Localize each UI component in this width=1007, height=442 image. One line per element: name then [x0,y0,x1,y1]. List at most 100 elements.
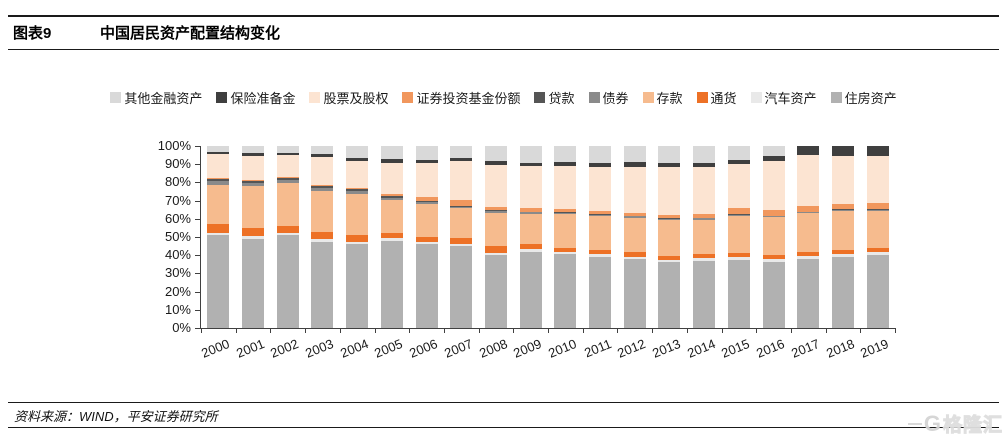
bar-segment-2001 [242,186,265,229]
x-axis-tick [686,328,688,333]
y-axis-label: 0% [172,320,191,335]
legend-label: 其他金融资产 [124,91,203,106]
x-axis-label: 2014 [684,336,718,361]
bar-segment-2006 [415,236,438,243]
bar-segment-2001 [242,238,265,328]
legend-label: 住房资产 [844,91,897,106]
legend-item: 债券 [588,88,629,107]
bar-segment-2003 [311,146,334,155]
bar-segment-2000 [207,224,230,233]
bar-segment-2009 [519,163,542,167]
bar-segment-2000 [207,146,230,152]
legend-item: 其他金融资产 [110,88,202,107]
legend-item: 保险准备金 [216,88,295,107]
y-axis-tick [195,164,201,166]
x-axis-tick [825,328,827,333]
bar-segment-2014 [693,219,716,255]
legend-swatch [642,92,654,103]
bar-segment-2003 [311,185,334,186]
bar-segment-2006 [415,204,438,237]
bar-segment-2016 [762,146,785,157]
bar-segment-2010 [554,214,577,248]
bar-segment-2012 [623,217,646,253]
legend-label: 贷款 [548,91,575,106]
x-axis-label: 2000 [199,336,232,361]
legend-item: 存款 [642,88,683,107]
bar-segment-2000 [207,235,230,328]
bar-segment-2002 [276,177,299,180]
x-axis-label: 2003 [303,336,336,361]
y-axis-label: 70% [164,192,191,208]
y-axis-label: 50% [164,229,191,244]
x-axis-tick [513,328,515,333]
legend-label: 证券投资基金份额 [416,91,521,106]
bar-2012 [623,146,646,328]
bar-segment-2016 [762,215,785,217]
legend-swatch [696,92,708,103]
bar-segment-2009 [519,146,542,164]
bar-segment-2019 [866,146,889,157]
legend-item: 汽车资产 [750,88,817,107]
bar-segment-2006 [415,242,438,245]
bar-segment-2000 [207,151,230,154]
bar-segment-2014 [693,163,716,167]
bar-segment-2011 [589,211,612,215]
x-axis-tick [582,328,584,333]
bar-segment-2007 [450,207,473,209]
bar-segment-2016 [762,156,785,161]
x-axis-label: 2015 [719,336,753,361]
y-axis-label: 30% [164,265,191,281]
x-axis-label: 2019 [858,336,891,361]
bar-segment-2010 [554,209,577,213]
bar-segment-2013 [658,215,681,219]
bar-segment-2010 [554,254,577,328]
bar-segment-2003 [311,231,334,240]
bar-segment-2015 [727,253,750,258]
bar-segment-2015 [727,214,750,216]
bar-segment-2010 [554,212,577,215]
bar-segment-2005 [380,162,403,194]
bar-segment-2006 [415,201,438,203]
bar-segment-2003 [311,241,334,328]
bar-segment-2018 [831,254,854,258]
bar-segment-2010 [554,146,577,162]
x-axis-label: 2008 [476,336,510,361]
bar-segment-2011 [589,257,612,328]
bar-segment-2006 [415,159,438,164]
legend-swatch [534,92,546,103]
bar-segment-2005 [380,233,403,239]
legend-label: 通货 [710,91,737,106]
x-axis-label: 2005 [372,336,406,361]
x-axis-tick [617,328,619,333]
bar-segment-2011 [589,249,612,255]
bar-2008 [484,146,507,328]
bar-segment-2011 [589,215,612,250]
bar-segment-2008 [484,212,507,247]
bar-segment-2007 [450,208,473,239]
x-axis-label: 2007 [442,336,475,361]
bar-segment-2008 [484,161,507,165]
bar-segment-2001 [242,180,265,184]
bar-segment-2001 [242,155,265,181]
bar-segment-2009 [519,212,542,214]
x-axis-tick [409,328,411,333]
bar-segment-2002 [276,155,299,177]
source-bottom-rule [8,427,999,428]
bar-2005 [380,146,403,328]
bar-segment-2009 [519,208,542,212]
bar-segment-2017 [797,155,820,206]
bar-2003 [311,146,334,328]
y-axis-label: 60% [164,210,191,226]
bar-segment-2012 [623,216,646,218]
bar-segment-2009 [519,249,542,252]
bar-segment-2010 [554,252,577,255]
x-axis-tick [721,328,723,333]
bar-segment-2008 [484,255,507,328]
bar-segment-2009 [519,166,542,209]
legend-swatch [830,92,842,103]
bar-segment-2014 [693,214,716,218]
bar-segment-2003 [311,239,334,242]
bar-segment-2009 [519,213,542,245]
bar-segment-2002 [276,182,299,226]
x-axis-tick [201,328,202,333]
